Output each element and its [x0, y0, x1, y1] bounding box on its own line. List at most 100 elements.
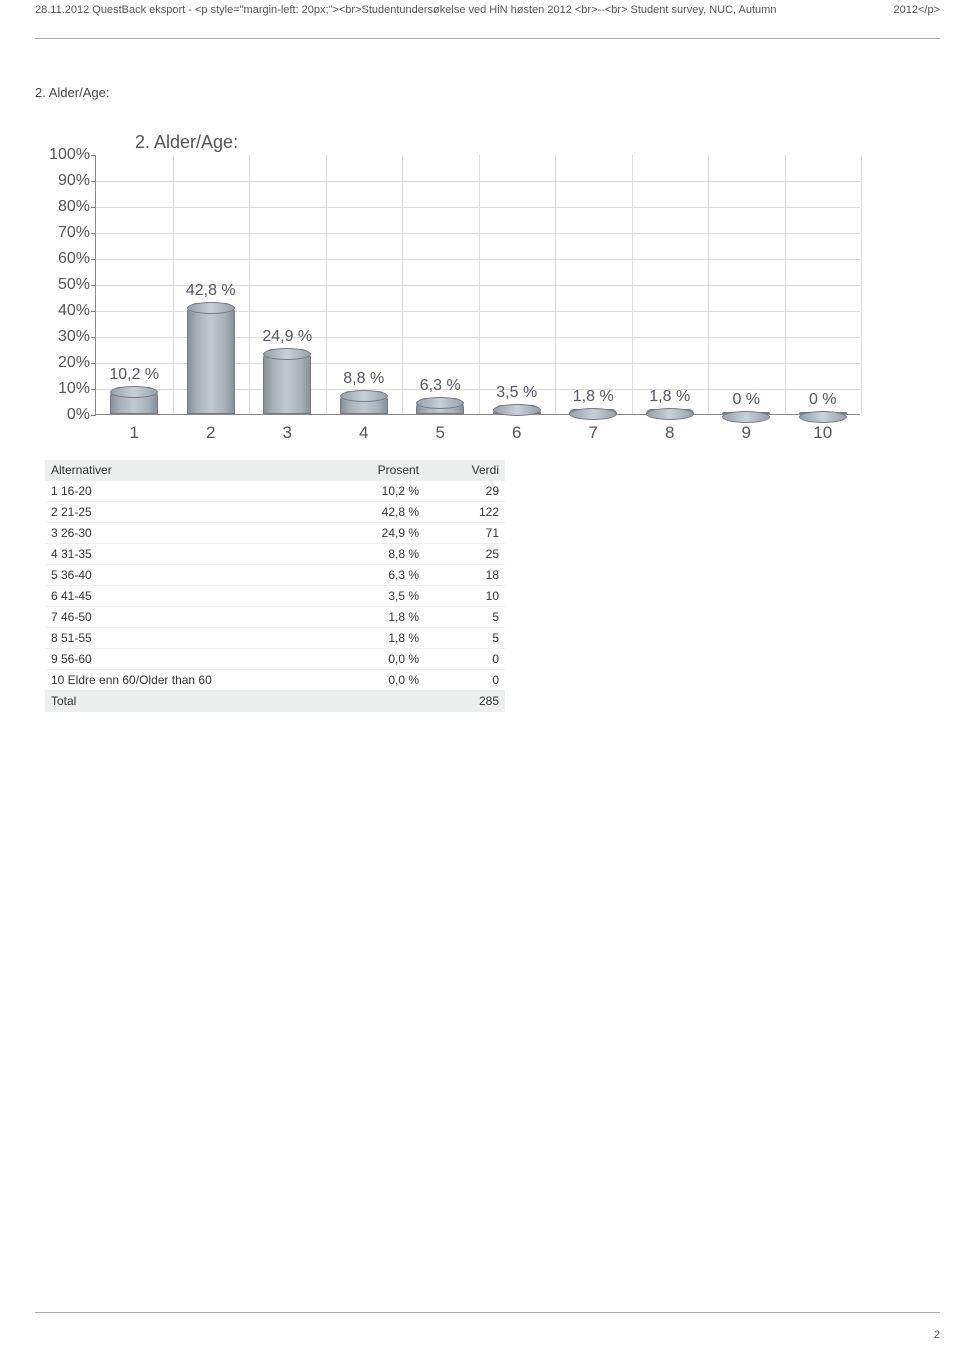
- cell-verdi: 10: [425, 586, 505, 607]
- bar-slot: 1,8 %: [632, 388, 709, 414]
- cell-verdi: 0: [425, 670, 505, 691]
- bar-value-label: 0 %: [732, 391, 760, 409]
- x-axis-label: 1: [96, 423, 173, 443]
- cell-total-verdi: 285: [425, 691, 505, 712]
- x-axis-label: 2: [173, 423, 250, 443]
- cell-label: 1 16-20: [45, 481, 345, 502]
- table-row: 4 31-358,8 %25: [45, 544, 505, 565]
- table-row: 8 51-551,8 %5: [45, 628, 505, 649]
- bar-slot: 6,3 %: [402, 377, 479, 414]
- cell-total-label: Total: [45, 691, 345, 712]
- bar-value-label: 6,3 %: [420, 377, 461, 395]
- table-row: 3 26-3024,9 %71: [45, 523, 505, 544]
- vgridline: [708, 155, 709, 414]
- cell-label: 5 36-40: [45, 565, 345, 586]
- x-axis-label: 6: [479, 423, 556, 443]
- cell-prosent: 0,0 %: [345, 649, 425, 670]
- age-chart: 2. Alder/Age: 10,2 %142,8 %224,9 %38,8 %…: [35, 130, 860, 440]
- bar: [110, 387, 158, 414]
- cell-verdi: 5: [425, 607, 505, 628]
- x-axis-label: 10: [785, 423, 862, 443]
- cell-label: 6 41-45: [45, 586, 345, 607]
- bar-value-label: 24,9 %: [262, 328, 312, 346]
- x-axis-label: 9: [708, 423, 785, 443]
- bar-value-label: 10,2 %: [109, 366, 159, 384]
- age-table: Alternativer Prosent Verdi 1 16-2010,2 %…: [45, 460, 505, 712]
- cell-verdi: 71: [425, 523, 505, 544]
- table-row: 5 36-406,3 %18: [45, 565, 505, 586]
- y-axis-label: 20%: [38, 354, 90, 372]
- question-title: 2. Alder/Age:: [35, 85, 109, 100]
- cell-verdi: 18: [425, 565, 505, 586]
- header-divider: [35, 38, 940, 39]
- bar-slot: 24,9 %: [249, 328, 326, 414]
- table-row: 1 16-2010,2 %29: [45, 481, 505, 502]
- bar-value-label: 0 %: [809, 391, 837, 409]
- cell-total-prosent: [345, 691, 425, 712]
- table-row: 6 41-453,5 %10: [45, 586, 505, 607]
- col-alternativer: Alternativer: [45, 460, 345, 481]
- col-verdi: Verdi: [425, 460, 505, 481]
- y-axis-label: 80%: [38, 198, 90, 216]
- table-header-row: Alternativer Prosent Verdi: [45, 460, 505, 481]
- y-axis-label: 30%: [38, 328, 90, 346]
- bar: [493, 405, 541, 414]
- vgridline: [632, 155, 633, 414]
- age-data-table: Alternativer Prosent Verdi 1 16-2010,2 %…: [45, 460, 505, 712]
- y-axis-label: 70%: [38, 224, 90, 242]
- cell-prosent: 10,2 %: [345, 481, 425, 502]
- footer-divider: [35, 1312, 940, 1313]
- bar-value-label: 8,8 %: [343, 370, 384, 388]
- vgridline: [479, 155, 480, 414]
- cell-prosent: 1,8 %: [345, 628, 425, 649]
- vgridline: [555, 155, 556, 414]
- bar-slot: 8,8 %: [326, 370, 403, 414]
- cell-verdi: 122: [425, 502, 505, 523]
- x-axis-label: 4: [326, 423, 403, 443]
- cell-label: 2 21-25: [45, 502, 345, 523]
- y-tick: [91, 415, 96, 416]
- bar-value-label: 1,8 %: [573, 388, 614, 406]
- bar: [187, 303, 235, 414]
- cell-prosent: 0,0 %: [345, 670, 425, 691]
- bar-slot: 0 %: [708, 391, 785, 414]
- bar: [799, 412, 847, 414]
- y-axis-label: 100%: [38, 146, 90, 164]
- bar-slot: 42,8 %: [173, 282, 250, 414]
- table-row: 2 21-2542,8 %122: [45, 502, 505, 523]
- vgridline: [861, 155, 862, 414]
- cell-prosent: 24,9 %: [345, 523, 425, 544]
- bar: [263, 349, 311, 414]
- cell-label: 7 46-50: [45, 607, 345, 628]
- bar: [340, 391, 388, 414]
- y-axis-label: 50%: [38, 276, 90, 294]
- x-axis-label: 5: [402, 423, 479, 443]
- cell-label: 9 56-60: [45, 649, 345, 670]
- cell-label: 8 51-55: [45, 628, 345, 649]
- bar-slot: 0 %: [785, 391, 862, 414]
- chart-title: 2. Alder/Age:: [135, 132, 238, 153]
- chart-plot-area: 10,2 %142,8 %224,9 %38,8 %46,3 %53,5 %61…: [95, 155, 860, 415]
- cell-prosent: 6,3 %: [345, 565, 425, 586]
- cell-label: 10 Eldre enn 60/Older than 60: [45, 670, 345, 691]
- header-right: 2012</p>: [894, 4, 941, 17]
- x-axis-label: 7: [555, 423, 632, 443]
- bar-value-label: 3,5 %: [496, 384, 537, 402]
- bar-slot: 3,5 %: [479, 384, 556, 414]
- col-prosent: Prosent: [345, 460, 425, 481]
- y-axis-label: 0%: [38, 406, 90, 424]
- cell-label: 4 31-35: [45, 544, 345, 565]
- y-axis-label: 10%: [38, 380, 90, 398]
- table-total-row: Total 285: [45, 691, 505, 712]
- cell-prosent: 1,8 %: [345, 607, 425, 628]
- cell-verdi: 29: [425, 481, 505, 502]
- bar: [646, 409, 694, 414]
- table-row: 9 56-600,0 %0: [45, 649, 505, 670]
- cell-prosent: 3,5 %: [345, 586, 425, 607]
- cell-verdi: 0: [425, 649, 505, 670]
- x-axis-label: 3: [249, 423, 326, 443]
- bar: [416, 398, 464, 414]
- table-row: 10 Eldre enn 60/Older than 600,0 %0: [45, 670, 505, 691]
- header-left: 28.11.2012 QuestBack eksport - <p style=…: [35, 4, 940, 16]
- bar-slot: 10,2 %: [96, 366, 173, 414]
